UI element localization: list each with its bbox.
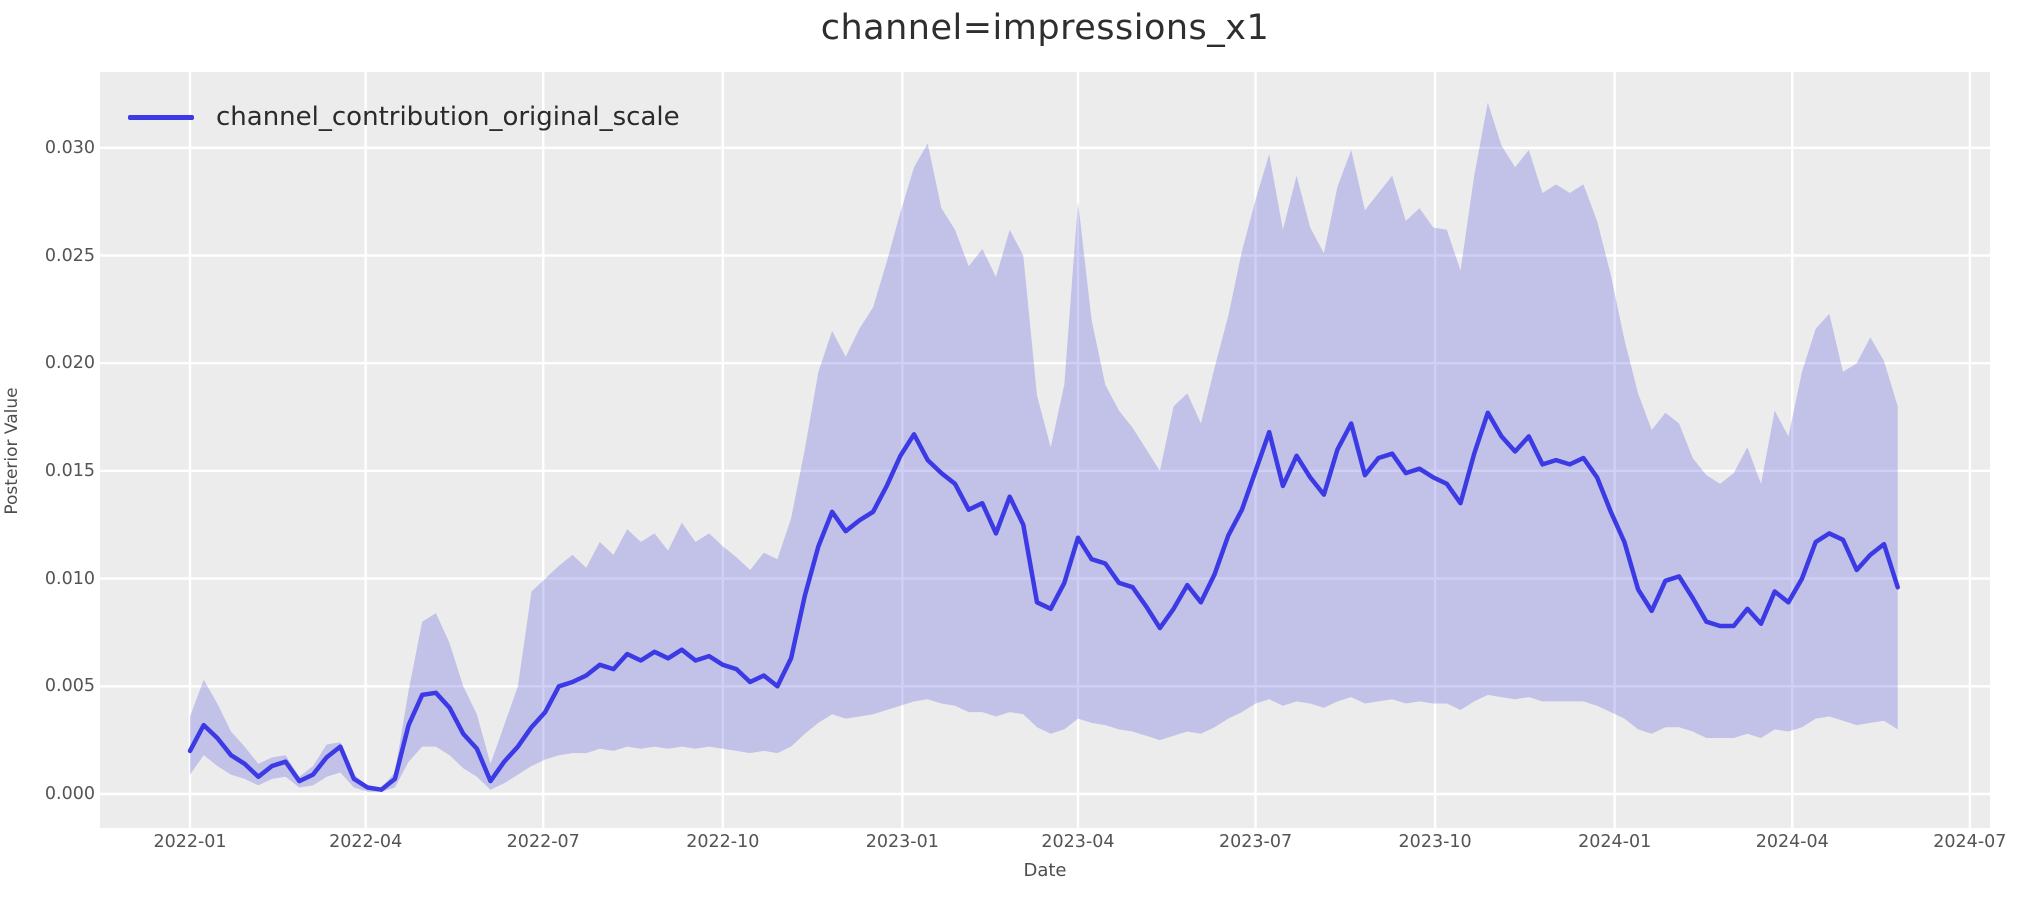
x-tick-label: 2023-01	[865, 832, 939, 852]
x-axis-label: Date	[1023, 860, 1067, 881]
plot-area: channel_contribution_original_scale	[100, 72, 1990, 828]
y-tick-label: 0.015	[44, 460, 95, 481]
x-tick-label: 2022-01	[153, 832, 227, 852]
y-axis-label: Posterior Value	[2, 387, 22, 515]
x-tick-label: 2023-04	[1041, 832, 1115, 852]
legend-line-sample-icon	[128, 114, 194, 120]
y-tick-label: 0.000	[44, 784, 95, 804]
chart-title: channel=impressions_x1	[820, 8, 1270, 48]
x-tick-label: 2023-10	[1398, 832, 1472, 852]
x-tick-label: 2024-07	[1933, 832, 2007, 852]
x-tick-label: 2023-07	[1219, 832, 1293, 852]
x-tick-label: 2022-10	[686, 832, 760, 852]
legend-label: channel_contribution_original_scale	[216, 102, 680, 132]
x-tick-label: 2022-04	[329, 832, 403, 852]
posterior-mean-line	[187, 410, 1900, 792]
x-tick-label: 2024-01	[1578, 832, 1652, 852]
y-tick-label: 0.010	[44, 568, 95, 589]
y-tick-label: 0.020	[44, 353, 95, 374]
y-tick-label: 0.005	[44, 676, 95, 697]
y-tick-label: 0.030	[44, 137, 95, 158]
x-tick-label: 2022-07	[506, 832, 580, 852]
y-tick-label: 0.025	[44, 245, 95, 266]
plot-canvas	[100, 72, 1990, 828]
legend: channel_contribution_original_scale	[128, 102, 680, 132]
credible-interval-band	[190, 102, 1898, 792]
x-tick-label: 2024-04	[1755, 832, 1829, 852]
